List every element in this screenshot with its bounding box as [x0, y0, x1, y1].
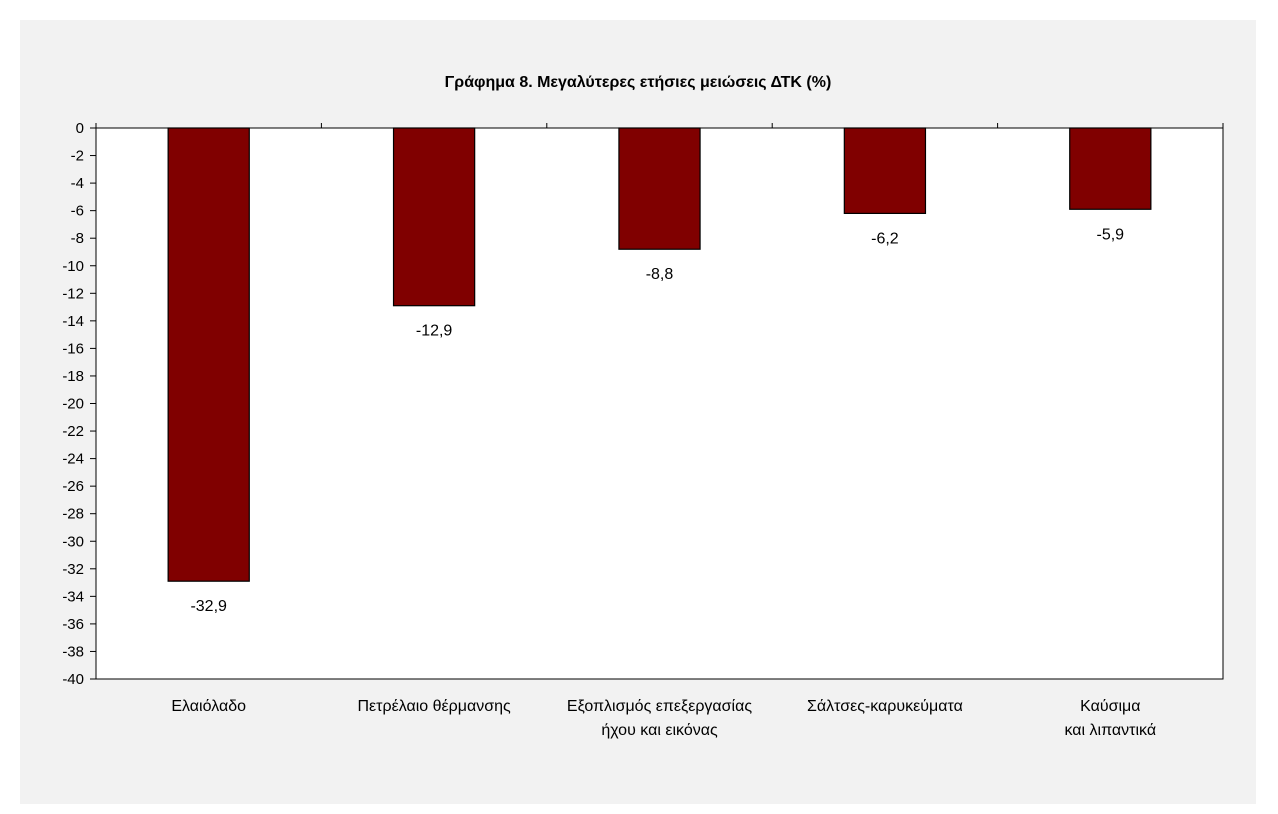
- x-axis: Ελαιόλαδο Πετρέλαιο θέρμανσης Εξοπλισμός ε…: [95, 123, 1224, 739]
- y-tick-label: -2: [71, 148, 84, 165]
- x-category-label: Πετρέλαιο θέρμανσης: [357, 698, 511, 715]
- x-category-label: Εξοπλισμός επεξεργασίας: [567, 698, 752, 715]
- x-category-label: και λιπαντικά: [1064, 722, 1156, 739]
- y-tick-label: -32: [62, 561, 84, 578]
- y-tick-label: -26: [62, 478, 84, 495]
- y-tick-label: -16: [62, 340, 84, 357]
- x-category-label: ήχου και εικόνας: [601, 722, 718, 739]
- y-tick-label: 0: [76, 120, 84, 137]
- y-tick-label: -4: [71, 175, 84, 192]
- bar: [1069, 127, 1152, 210]
- y-axis: 0 -2 -4 -6 -8 -10 -12 -14 -16 -18 -20 -22 -24 -26 -28 -…: [62, 120, 96, 688]
- bar-value-label: -6,2: [871, 230, 899, 247]
- y-tick-label: -12: [62, 285, 84, 302]
- y-tick-label: -6: [71, 203, 84, 220]
- x-category-label: Καύσιμα: [1080, 698, 1140, 715]
- y-tick-label: -24: [62, 451, 84, 468]
- chart-panel: Γράφημα 8. Μεγαλύτερες ετήσιες μειώσεις …: [20, 20, 1256, 804]
- y-tick-label: -20: [62, 396, 84, 413]
- bar: [167, 127, 250, 582]
- plot-area: [95, 127, 1224, 680]
- y-tick-label: -40: [62, 671, 84, 688]
- x-category-label: Ελαιόλαδο: [171, 698, 246, 715]
- chart-title: Γράφημα 8. Μεγαλύτερες ετήσιες μειώσεις …: [444, 74, 832, 91]
- value-labels: -32,9 -12,9 -8,8 -6,2 -5,9: [190, 226, 1124, 615]
- bars: [167, 127, 1152, 582]
- bar-value-label: -12,9: [416, 323, 453, 340]
- y-tick-label: -28: [62, 506, 84, 523]
- y-tick-label: -34: [62, 588, 84, 605]
- y-tick-label: -22: [62, 423, 84, 440]
- y-tick-label: -14: [62, 313, 84, 330]
- bar: [392, 127, 476, 307]
- y-tick-label: -38: [62, 643, 84, 660]
- y-tick-label: -8: [71, 230, 84, 247]
- y-tick-label: -36: [62, 616, 84, 633]
- bar: [618, 127, 701, 250]
- y-tick-label: -30: [62, 533, 84, 550]
- x-category-label: Σάλτσες-καρυκεύματα: [807, 698, 963, 715]
- bar-value-label: -8,8: [646, 266, 674, 283]
- bar-chart: 0 -2 -4 -6 -8 -10 -12 -14 -16 -18 -20 -22 -24 -26 -28 -…: [62, 120, 1224, 739]
- y-tick-label: -10: [62, 258, 84, 275]
- bar-value-label: -32,9: [190, 598, 227, 615]
- bar-value-label: -5,9: [1097, 226, 1125, 243]
- bar: [843, 127, 927, 215]
- y-tick-label: -18: [62, 368, 84, 385]
